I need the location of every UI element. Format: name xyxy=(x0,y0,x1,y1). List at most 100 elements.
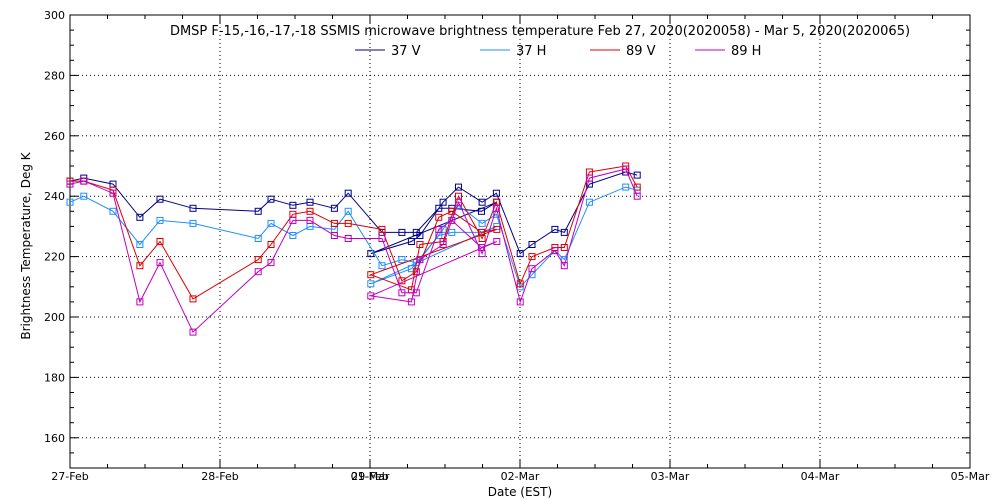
data-point-37-h xyxy=(398,256,406,264)
data-point-89-h xyxy=(344,235,352,242)
data-point-37-v xyxy=(189,204,197,212)
data-point-37-h xyxy=(448,228,456,236)
x-tick-label: 28-Feb xyxy=(201,470,238,483)
data-point-89-h xyxy=(435,225,443,233)
data-point-37-v xyxy=(306,198,314,206)
data-point-37-v xyxy=(407,238,415,245)
data-point-89-v xyxy=(412,268,420,276)
data-point-37-v xyxy=(478,207,485,215)
data-point-37-v xyxy=(367,250,375,258)
data-point-89-v xyxy=(344,219,352,227)
data-point-89-h xyxy=(416,256,424,264)
data-point-37-v xyxy=(439,198,447,206)
series-line-89-v xyxy=(70,165,638,300)
data-point-89-h xyxy=(478,250,486,258)
series-89-v xyxy=(66,162,641,303)
data-point-37-h xyxy=(585,198,593,206)
data-point-37-v xyxy=(156,195,164,203)
data-point-89-v xyxy=(267,241,275,248)
data-point-89-v xyxy=(528,253,536,261)
data-point-37-v xyxy=(560,228,568,236)
data-point-37-v xyxy=(254,207,262,215)
data-point-89-h xyxy=(439,241,447,248)
chart-title: DMSP F-15,-16,-17,-18 SSMIS microwave br… xyxy=(170,24,910,39)
x-tick-label: 05-Mar xyxy=(951,470,990,483)
data-point-37-h xyxy=(156,216,164,224)
data-point-89-h xyxy=(306,216,314,224)
data-point-89-h xyxy=(156,259,164,267)
data-point-89-h xyxy=(492,204,500,212)
data-point-37-v xyxy=(492,189,500,197)
data-point-89-h xyxy=(378,235,386,242)
data-point-37-v xyxy=(398,228,406,236)
data-point-89-v xyxy=(306,207,314,215)
data-point-89-v xyxy=(435,213,443,221)
data-point-89-h xyxy=(560,262,568,270)
y-tick-label: 220 xyxy=(44,251,65,264)
x-axis-label: Date (EST) xyxy=(488,485,552,499)
data-point-89-v xyxy=(367,271,375,279)
data-point-89-h xyxy=(412,289,420,297)
x-tick-label: 27-Feb xyxy=(51,470,88,483)
data-point-89-h xyxy=(407,298,415,306)
data-point-37-v xyxy=(344,189,352,197)
data-point-89-h xyxy=(622,165,630,173)
data-point-89-h xyxy=(455,198,462,206)
data-point-89-h xyxy=(136,298,144,306)
data-point-37-v xyxy=(551,225,559,233)
data-point-89-h xyxy=(633,192,641,200)
data-point-37-v xyxy=(455,183,462,191)
plot-frame xyxy=(69,14,971,469)
data-point-89-h xyxy=(254,268,262,276)
data-point-89-v xyxy=(516,280,524,288)
data-point-89-v xyxy=(416,241,424,248)
data-point-89-v xyxy=(254,256,262,264)
legend-item-89-h: 89 H xyxy=(695,44,761,59)
data-point-89-h xyxy=(330,232,338,239)
data-point-37-v xyxy=(516,250,524,258)
x-tick-label: 03-Mar xyxy=(651,470,690,483)
y-tick-label: 160 xyxy=(44,432,65,445)
data-point-89-v xyxy=(136,262,144,270)
y-tick-label: 180 xyxy=(44,371,65,384)
data-point-89-v xyxy=(478,235,486,242)
data-point-37-h xyxy=(367,280,375,288)
legend-item-37-h: 37 H xyxy=(480,44,546,59)
data-point-37-v xyxy=(416,232,424,239)
data-point-37-h xyxy=(344,207,352,215)
data-point-89-h xyxy=(528,265,536,273)
data-point-89-h xyxy=(551,247,559,255)
data-point-89-v xyxy=(633,183,641,191)
data-point-37-h xyxy=(136,241,144,248)
data-point-89-h xyxy=(585,174,593,182)
data-point-37-h xyxy=(267,219,275,227)
data-point-89-h xyxy=(448,216,456,224)
legend-item-89-v: 89 V xyxy=(590,44,656,59)
legend-label-89-h: 89 H xyxy=(731,44,761,59)
y-axis-label: Brightness Temperature, Deg K xyxy=(19,151,33,339)
data-point-37-v xyxy=(633,171,641,179)
data-point-89-h xyxy=(109,189,117,197)
series-89-h xyxy=(66,165,641,336)
data-point-37-h xyxy=(80,192,88,200)
data-series xyxy=(66,162,641,336)
legend-item-37-v: 37 V xyxy=(355,44,421,59)
data-point-89-v xyxy=(560,244,568,251)
data-point-37-v xyxy=(330,204,338,212)
data-point-37-v xyxy=(289,201,297,209)
data-point-89-h xyxy=(189,328,197,336)
grid-lines xyxy=(70,15,970,468)
x-tick-label: 04-Mar xyxy=(801,470,840,483)
data-point-89-v xyxy=(493,225,501,233)
legend: 37 V 37 H 89 V 89 H xyxy=(355,44,761,59)
series-line-89-h xyxy=(69,168,638,333)
x-tick-label: 29-Feb xyxy=(351,470,388,483)
series-line-37-v xyxy=(69,171,638,255)
data-point-37-v xyxy=(136,213,144,221)
y-tick-label: 280 xyxy=(44,69,65,82)
x-tick-label: 02-Mar xyxy=(501,470,540,483)
data-point-37-h xyxy=(478,219,486,227)
data-point-89-v xyxy=(378,225,386,233)
data-point-89-v xyxy=(189,295,197,303)
